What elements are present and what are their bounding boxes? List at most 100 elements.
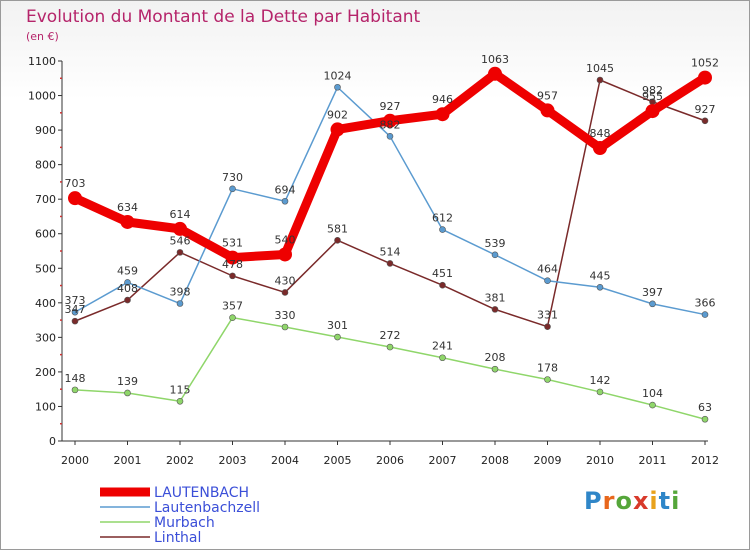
data-point — [593, 141, 607, 156]
data-label: 730 — [222, 171, 243, 184]
data-point — [596, 76, 604, 84]
data-label: 347 — [65, 303, 86, 316]
y-tick-label: 800 — [35, 159, 56, 172]
data-label: 927 — [695, 103, 716, 116]
data-point — [383, 113, 397, 128]
data-label: 955 — [642, 90, 663, 103]
data-label: 398 — [170, 286, 191, 299]
data-label: 540 — [275, 233, 296, 246]
data-label: 882 — [380, 118, 401, 131]
data-label: 366 — [695, 297, 716, 310]
x-tick-label: 2009 — [534, 454, 562, 467]
data-point — [281, 197, 289, 205]
y-tick-label: 1000 — [28, 90, 56, 103]
data-label: 272 — [380, 329, 401, 342]
data-point — [281, 289, 289, 296]
data-label: 694 — [275, 183, 296, 196]
data-label: 612 — [432, 212, 453, 225]
data-label: 357 — [222, 300, 243, 313]
x-tick-label: 2006 — [376, 454, 404, 467]
logo-letter: x — [632, 487, 650, 515]
data-point — [225, 250, 240, 265]
data-point — [386, 343, 394, 351]
data-label: 703 — [65, 177, 86, 190]
data-point — [544, 323, 551, 330]
data-label: 301 — [327, 319, 348, 332]
data-point — [544, 376, 551, 383]
logo-letter: t — [658, 487, 672, 515]
data-label: 478 — [222, 258, 243, 271]
logo-letter: i — [671, 487, 681, 515]
series-layer — [68, 66, 712, 423]
data-point — [701, 311, 709, 318]
data-point — [229, 272, 236, 280]
data-point — [645, 104, 660, 119]
data-point — [386, 133, 394, 140]
data-point — [120, 214, 135, 229]
legend-label: LAUTENBACH — [154, 485, 249, 501]
data-point — [176, 249, 184, 256]
y-tick-label: 400 — [35, 297, 56, 310]
data-label: 514 — [380, 245, 401, 258]
data-point — [701, 117, 709, 125]
data-point — [596, 283, 604, 291]
data-point — [435, 107, 450, 122]
legend-label: Linthal — [154, 530, 201, 546]
x-tick-label: 2012 — [691, 454, 719, 467]
proxiti-logo: Proxiti — [584, 487, 680, 515]
y-tick-label: 100 — [35, 400, 56, 413]
data-label: 1052 — [691, 57, 719, 70]
chart-subtitle: (en €) — [26, 30, 59, 43]
data-point — [334, 236, 341, 244]
x-tick-label: 2007 — [429, 454, 457, 467]
data-point — [176, 397, 184, 405]
data-label: 902 — [327, 108, 348, 121]
data-point — [68, 191, 82, 206]
data-point — [491, 251, 499, 259]
logo-letter: P — [584, 487, 603, 515]
data-point — [491, 306, 499, 313]
data-point — [540, 103, 555, 118]
data-label: 927 — [380, 100, 401, 113]
logo-letter: i — [649, 487, 659, 515]
x-tick-label: 2010 — [586, 454, 614, 467]
data-labels: 347 408 546 478 430 581 514 451 381 331 1045 982 927… — [65, 53, 720, 414]
data-label: 946 — [432, 93, 453, 106]
x-tick-label: 2002 — [166, 454, 194, 467]
data-label: 104 — [642, 387, 663, 400]
x-tick-label: 2008 — [481, 454, 509, 467]
data-label: 1024 — [324, 69, 352, 82]
legend-label: Lautenbachzell — [154, 500, 260, 516]
data-label: 139 — [117, 375, 138, 388]
axes: 0 100 200 300 400 500 600 700 800 900 1000 1100 2000… — [28, 55, 719, 467]
data-label: 445 — [590, 269, 611, 282]
x-tick-label: 2000 — [61, 454, 89, 467]
x-tick-label: 2011 — [639, 454, 667, 467]
data-label: 178 — [537, 362, 558, 375]
data-point — [334, 333, 341, 341]
data-point — [491, 365, 499, 373]
y-tick-label: 700 — [35, 193, 56, 206]
logo-letter: r — [602, 487, 616, 515]
data-point — [701, 415, 709, 423]
data-point — [596, 388, 604, 396]
x-tick-label: 2004 — [271, 454, 299, 467]
data-label: 459 — [117, 264, 138, 277]
data-label: 1063 — [481, 53, 509, 66]
data-point — [173, 221, 187, 236]
data-point — [278, 247, 292, 262]
data-label: 546 — [170, 234, 191, 247]
data-point — [649, 401, 656, 409]
data-point — [334, 83, 341, 91]
y-tick-label: 500 — [35, 262, 56, 275]
y-tick-label: 1100 — [28, 55, 56, 68]
data-point — [71, 308, 79, 316]
data-label: 397 — [642, 286, 663, 299]
data-label: 381 — [485, 291, 506, 304]
y-tick-label: 200 — [35, 366, 56, 379]
data-point — [229, 314, 236, 321]
data-point — [71, 386, 79, 394]
logo-letter: o — [615, 487, 633, 515]
x-tick-label: 2003 — [219, 454, 247, 467]
